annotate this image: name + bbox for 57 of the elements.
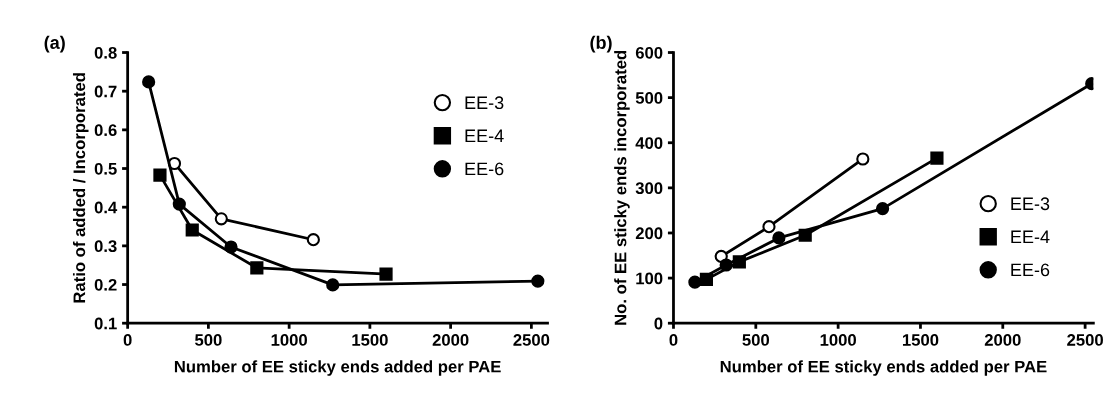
- y-axis-title: No. of EE sticky ends incorporated: [614, 50, 630, 325]
- x-tick-label: 0: [123, 334, 132, 346]
- point: [772, 231, 786, 245]
- point: [306, 233, 320, 247]
- x-tick-label: 0: [669, 334, 678, 346]
- point: [379, 267, 393, 281]
- y-tick-label: 0: [654, 317, 663, 330]
- x-axis-title: Number of EE sticky ends added per PAE: [174, 360, 501, 376]
- y-tick-label: 600: [635, 46, 663, 59]
- y-tick-label: 100: [636, 272, 663, 285]
- y-tick-label: 0.2: [94, 278, 117, 291]
- point: [531, 274, 545, 288]
- x-tick-label: 500: [195, 334, 222, 346]
- legend-label: EE-3: [465, 96, 504, 110]
- x-tick-label: 2000: [984, 334, 1021, 346]
- y-tick-label: 300: [635, 182, 663, 195]
- x-tick-label: 1000: [820, 334, 856, 346]
- legend-label: EE-6: [1011, 263, 1050, 277]
- text: (a): [44, 35, 65, 53]
- x-tick-label: 2500: [513, 334, 550, 346]
- text: (b): [590, 35, 612, 53]
- x-axis-title: Number of EE sticky ends added per PAE: [720, 360, 1047, 376]
- point: [326, 278, 340, 292]
- point: [762, 220, 776, 234]
- point: [214, 212, 228, 226]
- y-axis-title: Ratio of added / Incorporated: [72, 73, 89, 303]
- x-tick-label: 1500: [352, 334, 388, 346]
- y-tick-label: 0.7: [94, 85, 117, 98]
- y-tick-label: 400: [635, 137, 663, 149]
- point: [250, 261, 264, 275]
- point: [719, 258, 733, 272]
- x-tick-label: 2000: [432, 334, 469, 346]
- point: [688, 275, 702, 289]
- point: [153, 168, 167, 182]
- point: [930, 151, 944, 165]
- point: [876, 202, 890, 216]
- y-tick-label: 0.5: [94, 162, 117, 175]
- point: [172, 197, 186, 211]
- y-tick-label: 0.4: [94, 201, 118, 214]
- legend-label: EE-4: [465, 129, 504, 143]
- y-tick-label: 0.3: [94, 240, 117, 253]
- y-tick-label: 0.8: [94, 46, 117, 59]
- y-tick-label: 0.1: [94, 317, 117, 330]
- x-tick-label: 1000: [271, 334, 307, 346]
- legend-label: EE-6: [465, 162, 504, 176]
- legend-label: EE-3: [1011, 197, 1050, 211]
- y-tick-label: 0.6: [94, 124, 117, 137]
- x-tick-label: 2500: [1067, 334, 1103, 346]
- point: [856, 152, 870, 166]
- legend-label: EE-4: [1011, 230, 1050, 244]
- x-tick-label: 1500: [902, 334, 939, 346]
- y-tick-label: 200: [635, 227, 663, 240]
- point: [185, 223, 199, 237]
- point: [142, 75, 156, 89]
- y-tick-label: 500: [635, 92, 663, 104]
- x-tick-label: 500: [742, 334, 770, 346]
- point: [224, 240, 238, 254]
